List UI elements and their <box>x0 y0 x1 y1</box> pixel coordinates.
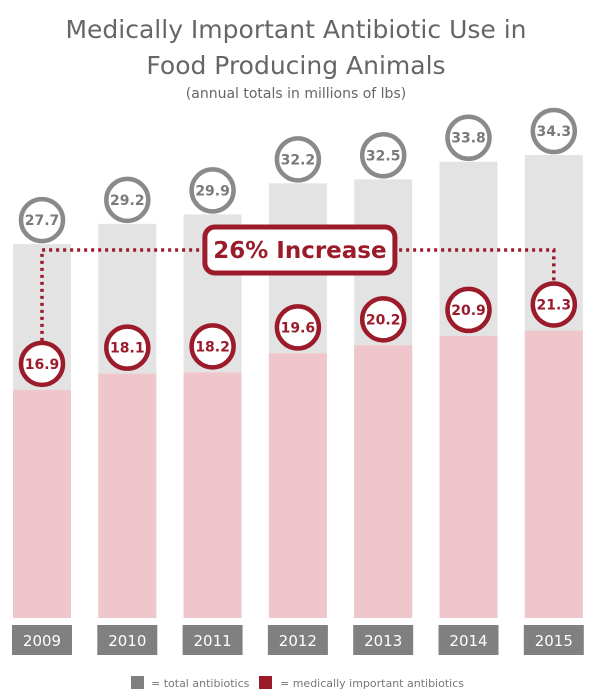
bar-medically-important-2009 <box>13 389 71 618</box>
label-circle-total-2010 <box>104 176 151 224</box>
year-label-2013: 2013 <box>364 632 402 650</box>
year-label-2012: 2012 <box>279 632 317 650</box>
label-circle-total-2011 <box>189 167 236 214</box>
value-label-medically-important-2013: 20.2 <box>366 312 401 328</box>
annotation-dotted-line <box>40 248 556 341</box>
chart-title-line-1: Medically Important Antibiotic Use in <box>65 15 526 44</box>
label-circle-total-2012 <box>274 136 322 183</box>
year-label-2011: 2011 <box>194 632 232 650</box>
chart-title-line-2: Food Producing Animals <box>146 51 445 80</box>
year-box-2013 <box>353 625 414 655</box>
legend: = total antibiotics = medically importan… <box>131 676 464 690</box>
value-label-medically-important-2010: 18.1 <box>110 341 145 357</box>
value-labels-group: 27.7 16.9 29.2 18.1 29.9 18.2 32.2 19.6 32.5 20.2… <box>18 107 578 388</box>
value-label-medically-important-2012: 19.6 <box>281 320 316 336</box>
year-label-2009: 2009 <box>23 632 61 650</box>
label-circle-medically-important-2013 <box>359 296 407 343</box>
value-label-medically-important-2015: 21.3 <box>537 297 572 313</box>
year-box-2015 <box>523 625 584 655</box>
value-label-total-2010: 29.2 <box>110 193 145 209</box>
value-label-total-2015: 34.3 <box>537 124 572 140</box>
value-label-total-2009: 27.7 <box>25 213 60 229</box>
year-labels-group: 2009 2010 2011 2012 2013 2014 2015 <box>12 625 584 655</box>
value-label-total-2013: 32.5 <box>366 148 401 164</box>
annotation-text: 26% Increase <box>213 238 386 264</box>
year-box-2014 <box>438 625 499 655</box>
chart-subtitle: (annual totals in millions of lbs) <box>186 86 406 102</box>
bar-medically-important-2015 <box>524 330 583 618</box>
value-label-medically-important-2011: 18.2 <box>195 339 230 355</box>
label-circle-medically-important-2010 <box>104 324 151 371</box>
legend-label-total: = total antibiotics <box>151 677 250 690</box>
bar-medically-important-2011 <box>183 372 242 618</box>
label-circle-total-2009 <box>18 196 66 244</box>
bar-medically-important-2012 <box>268 353 327 618</box>
label-circle-total-2013 <box>359 132 407 179</box>
year-box-2010 <box>97 625 158 655</box>
value-label-total-2014: 33.8 <box>451 131 486 147</box>
year-box-2012 <box>267 625 328 655</box>
label-circle-medically-important-2012 <box>274 304 322 351</box>
value-label-medically-important-2014: 20.9 <box>451 303 486 319</box>
year-label-2015: 2015 <box>535 632 573 650</box>
value-label-total-2012: 32.2 <box>281 152 316 168</box>
bar-medically-important-2014 <box>439 335 498 618</box>
year-label-2014: 2014 <box>449 632 487 650</box>
year-box-2011 <box>182 625 243 655</box>
legend-label-medically-important: = medically important antibiotics <box>280 677 464 690</box>
label-circle-total-2014 <box>445 114 492 161</box>
label-circle-medically-important-2009 <box>18 340 66 388</box>
label-circle-medically-important-2014 <box>445 286 492 334</box>
legend-swatch-total <box>131 676 144 689</box>
bar-medically-important-2013 <box>354 345 413 618</box>
year-label-2010: 2010 <box>108 632 146 650</box>
label-circle-total-2015 <box>530 107 578 155</box>
annotation-group: 26% Increase <box>40 224 556 341</box>
label-circle-medically-important-2015 <box>530 281 578 328</box>
legend-swatch-medically-important <box>259 676 272 689</box>
value-label-total-2011: 29.9 <box>195 183 230 199</box>
annotation-box <box>202 224 398 276</box>
label-circle-medically-important-2011 <box>189 323 236 370</box>
bar-medically-important-2010 <box>98 373 157 618</box>
value-label-medically-important-2009: 16.9 <box>25 357 60 373</box>
bars-group <box>13 155 583 619</box>
year-box-2009 <box>12 625 72 655</box>
